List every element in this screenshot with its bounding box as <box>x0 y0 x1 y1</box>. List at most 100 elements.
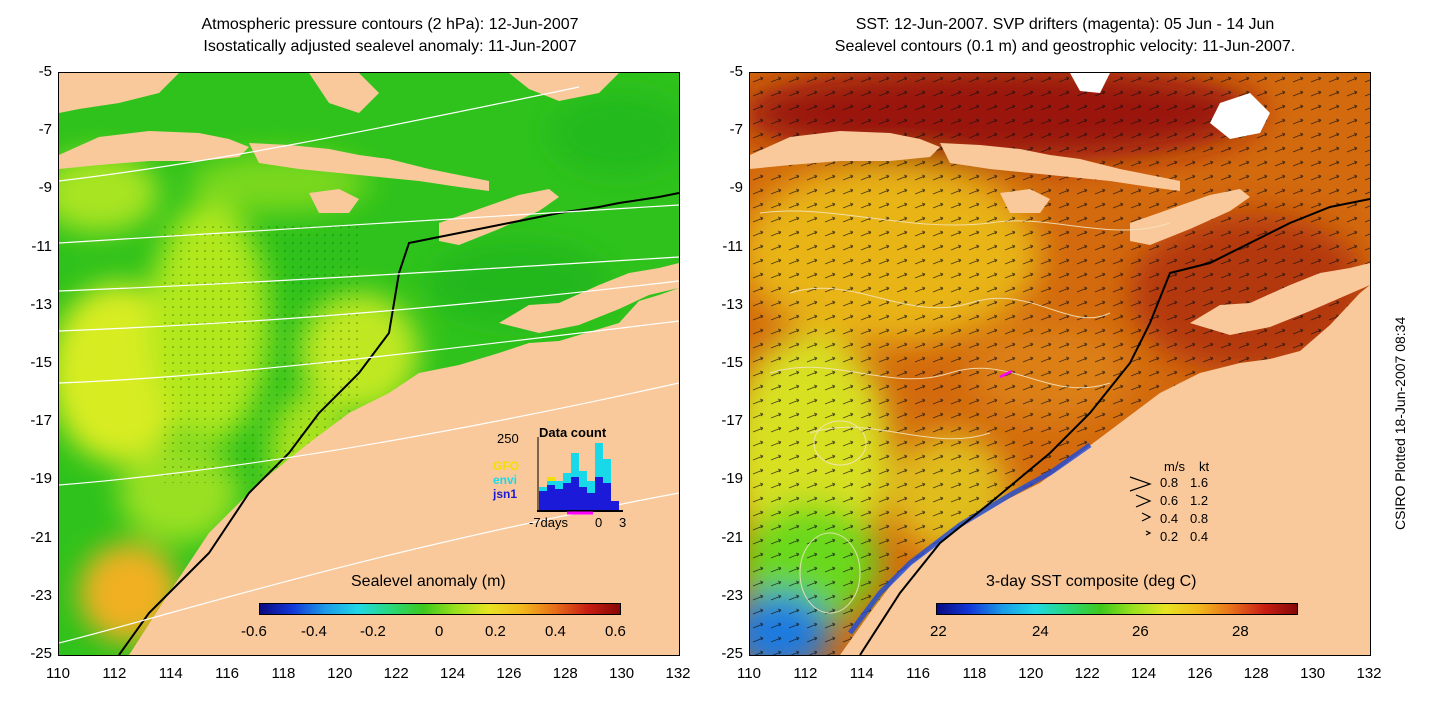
sealevel-map-svg <box>59 73 679 655</box>
sealevel-anomaly-map: Sealevel anomaly (m) -0.6 -0.4 -0.2 0 0.… <box>58 72 680 656</box>
right-lon-tick-label: 132 <box>1356 665 1382 682</box>
right-title-line1: SST: 12-Jun-2007. SVP drifters (magenta)… <box>855 16 1275 33</box>
left-lon-tick-label: 112 <box>102 665 127 682</box>
right-panel-title: SST: 12-Jun-2007. SVP drifters (magenta)… <box>715 14 1415 58</box>
left-lat-tick-label: -15 <box>30 354 52 371</box>
vector-legend-arrows <box>1129 476 1152 536</box>
sealevel-colorbar-title: Sealevel anomaly (m) <box>351 573 506 590</box>
drifter-track <box>999 369 1013 379</box>
right-lon-tick-label: 112 <box>793 665 818 682</box>
plot-credit: CSIRO Plotted 18-Jun-2007 08:34 <box>1392 316 1408 530</box>
left-lon-tick-label: 110 <box>46 665 70 682</box>
sl-cb-label-2: -0.4 <box>301 623 327 640</box>
left-title-line2: Isostatically adjusted sealevel anomaly:… <box>203 38 577 55</box>
right-lat-tick-label: -23 <box>721 586 743 604</box>
left-lat-tick-label: -23 <box>30 586 52 604</box>
left-panel-title: Atmospheric pressure contours (2 hPa): 1… <box>40 14 740 58</box>
java-island-sst <box>750 131 940 169</box>
vector-legend-kt-3: 0.8 <box>1190 511 1209 526</box>
right-lat-tick-label: -25 <box>721 645 743 662</box>
lesser-sunda-islands-sst <box>940 143 1180 191</box>
sealevel-contours <box>759 210 1171 614</box>
left-title-line1: Atmospheric pressure contours (2 hPa): 1… <box>201 16 579 33</box>
left-lon-tick-label: 116 <box>215 665 240 682</box>
sumba-island-sst <box>1000 189 1050 213</box>
timor-island-sst <box>1130 189 1250 245</box>
sl-cb-label-6: 0.4 <box>545 623 566 640</box>
cloud-mask <box>1210 93 1270 139</box>
right-title-line2: Sealevel contours (0.1 m) and geostrophi… <box>834 38 1296 55</box>
right-lat-tick-label: -11 <box>722 237 743 255</box>
left-lon-tick-label: 118 <box>271 665 296 682</box>
inset-x-label-end: 3 <box>619 515 627 530</box>
vector-legend-ms-3: 0.4 <box>1160 511 1179 526</box>
shelf-break-contour <box>118 192 679 655</box>
left-lon-tick-label: 124 <box>440 665 466 682</box>
left-lat-tick-label: -17 <box>30 412 52 430</box>
right-lon-tick-label: 124 <box>1131 665 1157 682</box>
sl-cb-label-3: -0.2 <box>360 623 386 640</box>
right-lat-tick-label: -13 <box>721 295 743 313</box>
right-lon-tick-label: 126 <box>1187 665 1213 682</box>
right-lat-tick-label: -7 <box>729 121 743 139</box>
sst-cb-label-4: 28 <box>1232 623 1249 640</box>
right-lon-tick-label: 110 <box>737 665 761 682</box>
right-lat-tick-label: -21 <box>721 528 743 546</box>
left-lat-tick-label: -9 <box>38 179 52 197</box>
left-lon-tick-label: 126 <box>496 665 522 682</box>
inset-title: Data count <box>539 425 607 440</box>
right-lon-tick-label: 130 <box>1300 665 1326 682</box>
right-lon-tick-label: 122 <box>1074 665 1100 682</box>
sst-cb-label-2: 24 <box>1032 623 1049 640</box>
sl-cb-label-7: 0.6 <box>605 623 626 640</box>
vector-legend-ms-4: 0.2 <box>1160 529 1179 544</box>
lesser-sunda-islands <box>249 143 489 191</box>
sst-colorbar <box>936 603 1298 615</box>
right-lon-tick-label: 128 <box>1243 665 1269 682</box>
vector-legend-ms-2: 0.6 <box>1160 493 1179 508</box>
data-count-histogram <box>537 437 623 515</box>
right-lon-tick-label: 118 <box>962 665 987 682</box>
sl-cb-label-4: 0 <box>435 623 444 640</box>
left-lat-tick-label: -19 <box>30 470 52 488</box>
sst-cb-label-3: 26 <box>1132 623 1149 640</box>
inset-mission-envi: envi <box>493 473 518 487</box>
vector-legend-kt-2: 1.2 <box>1190 493 1209 508</box>
right-lat-tick-label: -5 <box>729 63 743 80</box>
left-lat-tick-label: -21 <box>30 528 52 546</box>
left-lat-tick-label: -5 <box>38 63 52 80</box>
right-lon-tick-label: 114 <box>849 665 874 682</box>
sealevel-colorbar <box>259 603 621 615</box>
sumba-island <box>309 189 359 213</box>
sst-map-svg <box>750 73 1370 655</box>
left-lon-tick-label: 120 <box>327 665 353 682</box>
right-lat-tick-label: -15 <box>721 354 743 371</box>
sst-colorbar-title: 3-day SST composite (deg C) <box>986 573 1197 590</box>
right-lat-tick-label: -19 <box>721 470 743 488</box>
right-lat-tick-label: -17 <box>721 412 743 430</box>
sl-cb-label-5: 0.2 <box>485 623 506 640</box>
right-lat-tick-label: -9 <box>729 179 743 197</box>
pressure-contours <box>59 86 679 644</box>
inset-y-max: 250 <box>497 431 519 446</box>
right-lon-tick-label: 120 <box>1018 665 1044 682</box>
australia-landmass-sst <box>840 285 1370 655</box>
java-island <box>59 131 249 169</box>
inset-x-label-zero: 0 <box>595 515 603 530</box>
vector-legend-kt-4: 0.4 <box>1190 529 1209 544</box>
left-lat-tick-label: -13 <box>30 295 52 313</box>
left-lon-tick-label: 114 <box>158 665 183 682</box>
left-lon-tick-label: 122 <box>383 665 409 682</box>
australia-landmass <box>59 288 679 655</box>
left-lat-tick-label: -7 <box>38 121 52 139</box>
left-lon-tick-label: 128 <box>552 665 578 682</box>
inset-mission-jsn1: jsn1 <box>493 487 518 501</box>
inset-x-label-start: -7days <box>529 515 569 530</box>
right-lon-tick-label: 116 <box>906 665 931 682</box>
left-lon-tick-label: 132 <box>665 665 691 682</box>
vector-legend-header-ms: m/s <box>1164 459 1185 474</box>
sst-map: m/s kt 0.8 1.6 0.6 1.2 0.4 0.8 0.2 0.4 3… <box>749 72 1371 656</box>
sl-cb-label-1: -0.6 <box>241 623 267 640</box>
vector-legend-kt-1: 1.6 <box>1190 475 1209 490</box>
vector-legend-ms-1: 0.8 <box>1160 475 1179 490</box>
